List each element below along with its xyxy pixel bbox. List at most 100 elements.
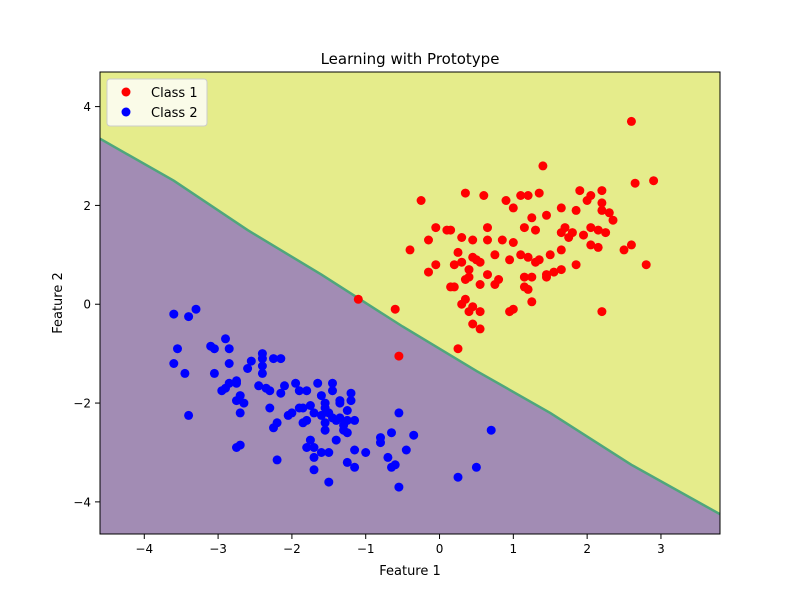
data-point bbox=[464, 265, 474, 275]
legend-label: Class 1 bbox=[151, 86, 198, 101]
data-point bbox=[316, 448, 326, 457]
data-point bbox=[257, 354, 267, 364]
data-point bbox=[291, 378, 301, 388]
data-point bbox=[257, 361, 267, 371]
y-tick-label: −2 bbox=[73, 397, 91, 411]
data-point bbox=[431, 223, 441, 233]
data-point bbox=[209, 344, 219, 354]
data-point bbox=[217, 386, 227, 396]
data-point bbox=[527, 213, 537, 223]
data-point bbox=[483, 235, 492, 245]
data-point bbox=[497, 235, 507, 245]
data-point bbox=[490, 250, 500, 260]
data-point bbox=[298, 418, 308, 428]
data-point bbox=[523, 284, 533, 294]
data-point bbox=[405, 245, 415, 255]
chart-title: Learning with Prototype bbox=[321, 50, 500, 68]
legend-label: Class 2 bbox=[151, 106, 198, 121]
data-point bbox=[276, 354, 286, 364]
data-point bbox=[468, 252, 478, 262]
data-point bbox=[446, 225, 456, 235]
data-point bbox=[309, 465, 319, 475]
data-point bbox=[556, 245, 566, 255]
data-point bbox=[184, 410, 194, 420]
data-point bbox=[516, 191, 526, 200]
data-point bbox=[545, 250, 555, 260]
data-point bbox=[320, 418, 330, 428]
data-point bbox=[305, 435, 315, 445]
data-point bbox=[468, 235, 478, 245]
data-point bbox=[516, 250, 526, 260]
data-point bbox=[235, 408, 245, 418]
data-point bbox=[593, 225, 603, 235]
data-point bbox=[571, 205, 581, 215]
data-point bbox=[453, 472, 463, 482]
data-point bbox=[246, 356, 256, 366]
data-point bbox=[597, 307, 607, 317]
data-point bbox=[505, 255, 515, 265]
data-point bbox=[527, 297, 537, 307]
legend: Class 1 Class 2 bbox=[106, 78, 208, 127]
data-point bbox=[490, 280, 500, 289]
data-point bbox=[302, 386, 312, 396]
data-point bbox=[483, 270, 492, 280]
y-tick-label: −4 bbox=[73, 495, 91, 509]
x-tick-label: 2 bbox=[583, 542, 591, 556]
data-point bbox=[597, 186, 607, 196]
x-tick-label: 1 bbox=[510, 542, 518, 556]
data-point bbox=[626, 116, 636, 126]
data-point bbox=[350, 445, 360, 455]
data-point bbox=[342, 406, 352, 415]
data-point bbox=[309, 408, 319, 418]
x-tick-label: 3 bbox=[657, 542, 665, 556]
data-point bbox=[390, 304, 400, 314]
data-point bbox=[221, 334, 230, 344]
data-point bbox=[269, 423, 278, 433]
data-point bbox=[191, 304, 201, 314]
data-point bbox=[280, 381, 289, 391]
data-point bbox=[324, 477, 334, 487]
data-point bbox=[527, 272, 537, 282]
data-point bbox=[479, 191, 489, 200]
data-point bbox=[173, 344, 182, 354]
data-point bbox=[331, 435, 341, 445]
data-point bbox=[483, 223, 492, 233]
data-point bbox=[446, 282, 456, 292]
y-tick-label: 2 bbox=[83, 199, 91, 213]
data-point bbox=[294, 386, 304, 396]
data-point bbox=[460, 188, 470, 198]
legend-marker bbox=[121, 87, 131, 97]
data-point bbox=[416, 196, 426, 205]
data-point bbox=[239, 398, 249, 408]
data-point bbox=[184, 312, 194, 322]
data-point bbox=[475, 280, 485, 289]
y-tick-label: 0 bbox=[83, 298, 91, 312]
data-point bbox=[457, 299, 467, 309]
data-point bbox=[401, 445, 411, 455]
data-point bbox=[331, 415, 341, 425]
data-point bbox=[424, 235, 433, 245]
data-point bbox=[579, 230, 588, 240]
data-point bbox=[254, 381, 264, 391]
data-point bbox=[269, 354, 278, 364]
x-tick-label: −4 bbox=[135, 542, 153, 556]
data-point bbox=[316, 410, 326, 420]
data-point bbox=[464, 307, 474, 317]
data-point bbox=[257, 368, 267, 378]
data-point bbox=[283, 410, 293, 420]
data-point bbox=[593, 242, 603, 252]
data-point bbox=[328, 378, 337, 388]
data-point bbox=[534, 255, 544, 265]
y-tick-label: 4 bbox=[83, 100, 91, 114]
data-point bbox=[519, 223, 529, 233]
data-point bbox=[169, 359, 179, 368]
plot-frame bbox=[99, 71, 721, 535]
x-tick-label: −1 bbox=[357, 542, 375, 556]
data-point bbox=[424, 267, 433, 277]
data-point bbox=[508, 203, 518, 213]
data-point bbox=[265, 386, 275, 396]
data-point bbox=[597, 198, 607, 208]
data-point bbox=[346, 388, 356, 398]
y-axis-label: Feature 2 bbox=[51, 272, 66, 334]
